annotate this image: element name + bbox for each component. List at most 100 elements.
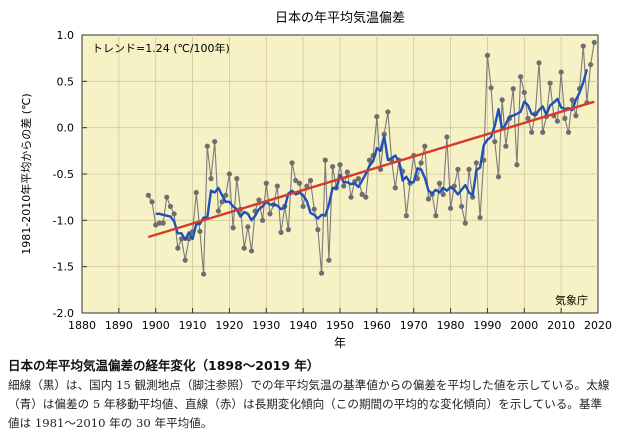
annual-point xyxy=(212,138,218,145)
y-tick-label: -1.0 xyxy=(53,214,74,227)
annual-point xyxy=(473,160,479,166)
caption-line-1: 細線（黒）は、国内 15 観測地点（脚注参照）での年平均気温の基準値からの偏差を… xyxy=(8,378,610,392)
annual-point xyxy=(149,199,155,205)
annual-point xyxy=(241,245,247,251)
x-axis-label: 年 xyxy=(334,336,346,350)
source-label: 気象庁 xyxy=(555,293,588,307)
x-tick-label: 1980 xyxy=(437,319,465,332)
annual-point xyxy=(256,197,262,203)
annual-point xyxy=(422,143,428,149)
annual-point xyxy=(285,227,291,233)
annual-point xyxy=(444,134,450,140)
annual-point xyxy=(558,69,564,75)
x-tick-label: 1990 xyxy=(473,319,501,332)
annual-point xyxy=(293,177,299,184)
x-tick-label: 1970 xyxy=(400,319,428,332)
annual-point xyxy=(193,189,199,196)
annual-point xyxy=(307,177,314,184)
annual-point xyxy=(208,176,214,182)
caption-body: 細線（黒）は、国内 15 観測地点（脚注参照）での年平均気温の基準値からの偏差を… xyxy=(8,376,632,433)
annual-point xyxy=(223,192,229,198)
annual-point xyxy=(263,180,269,186)
annual-point xyxy=(403,213,409,219)
annual-point xyxy=(215,208,221,214)
grid xyxy=(82,35,598,313)
annual-point xyxy=(562,115,568,121)
y-tick-label: -1.5 xyxy=(53,261,74,274)
annual-point xyxy=(547,80,553,86)
annual-point xyxy=(529,129,535,135)
annual-point xyxy=(318,270,325,276)
annual-point xyxy=(503,143,509,149)
annual-point xyxy=(164,194,170,200)
annual-point xyxy=(245,224,251,230)
annual-point xyxy=(455,166,461,172)
x-tick-label: 1890 xyxy=(105,319,133,332)
x-tick-label: 1920 xyxy=(215,319,243,332)
annual-point xyxy=(219,199,225,205)
annual-point xyxy=(348,194,354,200)
x-tick-label: 1900 xyxy=(142,319,170,332)
moving-average-series xyxy=(155,68,589,241)
annual-point xyxy=(322,157,328,163)
annual-point xyxy=(525,115,531,121)
annual-point xyxy=(462,220,468,226)
annual-point xyxy=(226,171,233,177)
annual-point xyxy=(278,229,284,235)
x-tick-label: 1930 xyxy=(252,319,280,332)
x-tick-label: 1940 xyxy=(289,319,317,332)
annual-point xyxy=(363,194,369,200)
x-tick-label: 2000 xyxy=(510,319,538,332)
caption-line-3: 値は 1981～2010 年の 30 年平均値。 xyxy=(8,416,213,430)
x-tick-label: 2020 xyxy=(584,319,612,332)
annual-point xyxy=(326,257,332,263)
annual-point xyxy=(175,245,181,251)
annual-point xyxy=(484,52,491,58)
caption-line-2: （青）は偏差の 5 年移動平均値、直線（赤）は長期変化傾向（この期間の平均的な変… xyxy=(8,397,603,411)
annual-point xyxy=(330,163,336,170)
annual-point xyxy=(514,162,520,168)
annual-point xyxy=(588,62,594,68)
y-tick-label: -0.5 xyxy=(53,168,74,181)
annual-point xyxy=(267,211,273,217)
y-tick-label: 1.0 xyxy=(57,29,75,42)
y-tick-label: 0.0 xyxy=(57,122,75,135)
annual-point xyxy=(495,174,502,180)
annual-point xyxy=(477,214,483,221)
annual-point xyxy=(145,192,151,198)
trend-annotation: トレンド=1.24 (℃/100年) xyxy=(92,41,230,55)
annual-point xyxy=(536,60,542,66)
trend-line xyxy=(147,100,595,239)
annual-point xyxy=(521,89,527,96)
annual-point xyxy=(433,213,439,219)
annual-point xyxy=(167,203,174,210)
annual-point xyxy=(344,169,350,175)
annual-point xyxy=(381,131,387,137)
annual-point xyxy=(374,113,380,120)
annual-point xyxy=(436,180,443,186)
annual-point xyxy=(540,129,546,135)
annual-point xyxy=(197,228,203,235)
annual-point xyxy=(569,97,575,103)
annual-point xyxy=(359,191,365,197)
annual-point xyxy=(499,97,505,103)
annual-point xyxy=(204,143,210,149)
y-axis-label: 1981-2010年平均からの差 (℃) xyxy=(19,93,33,254)
y-tick-label: 0.5 xyxy=(57,75,75,88)
annual-point xyxy=(554,118,561,124)
annual-point xyxy=(518,74,524,80)
annual-point xyxy=(300,203,306,210)
annual-point xyxy=(230,225,236,231)
annual-point xyxy=(492,138,498,145)
annual-point xyxy=(488,85,494,91)
annual-point xyxy=(160,220,166,226)
y-axis: -2.0 -1.5 -1.0 -0.5 0.0 0.5 1.0 xyxy=(53,29,87,320)
annual-point xyxy=(201,271,207,277)
annual-point xyxy=(591,39,597,46)
trend-series xyxy=(147,100,595,239)
annual-point xyxy=(573,113,579,119)
y-tick-label: -2.0 xyxy=(53,307,74,320)
annual-point xyxy=(296,180,303,186)
caption-title: 日本の年平均気温偏差の経年変化（1898～2019 年） xyxy=(8,358,320,373)
moving-average-line xyxy=(155,68,589,241)
